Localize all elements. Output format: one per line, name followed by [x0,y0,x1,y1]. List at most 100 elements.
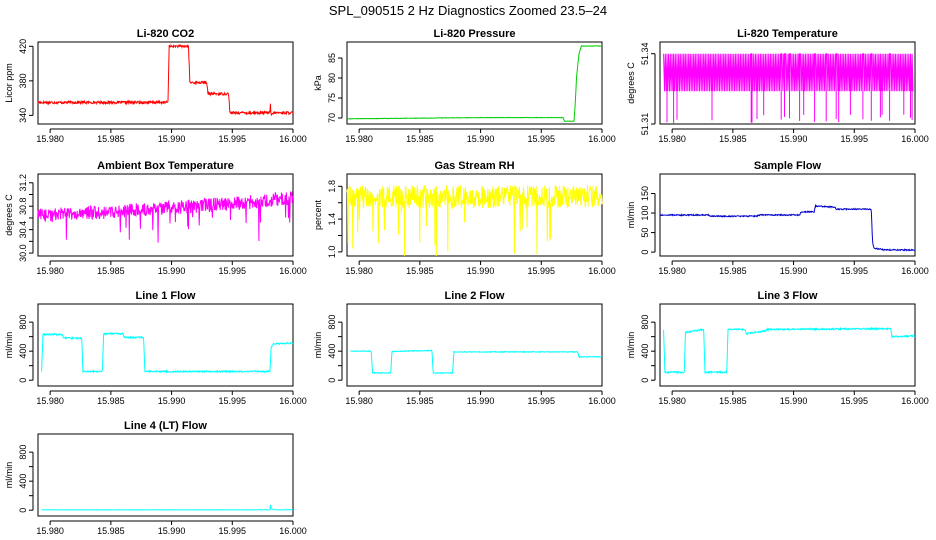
plot-frame [346,173,603,257]
y-tick-label: 30.8 [18,197,28,215]
y-axis-label: Licor ppm [4,63,14,103]
y-axis-label: ml/min [4,462,14,489]
series-line [41,331,294,374]
plot-frame [37,41,294,125]
x-tick-label: 15.980 [658,266,686,276]
panel-title: Ambient Box Temperature [97,160,234,172]
y-tick-label: 85 [327,53,337,63]
y-tick-label: 420 [18,39,28,54]
x-tick-label: 15.980 [36,266,64,276]
chart-panel: Gas Stream RH 15.980 15.985 15.990 15.995 16.… [313,160,616,276]
y-tick-label: 800 [18,445,28,460]
x-tick-label: 15.990 [158,134,186,144]
x-tick-label: 15.985 [97,266,125,276]
y-axis-label: ml/min [313,332,323,359]
y-tick-label: 1.0 [327,246,337,259]
y-tick-label: 0 [327,378,337,383]
panel-title: Line 2 Flow [445,290,505,302]
series-line [41,504,293,511]
y-tick-label: 400 [327,344,337,359]
x-tick-label: 16.000 [279,266,307,276]
panel-title: Line 3 Flow [758,290,818,302]
x-tick-label: 15.995 [528,134,556,144]
plot-frame [659,303,916,387]
y-tick-label: 0 [640,378,650,383]
plot-frame [37,433,294,517]
plot-frame [346,41,603,125]
y-tick-label: 31.2 [18,174,28,192]
y-tick-label: 75 [327,93,337,103]
x-tick-label: 15.995 [841,396,869,406]
y-axis-label: ml/min [4,332,14,359]
plot-frame [37,173,294,257]
y-axis-label: ml/min [626,332,636,359]
panel-title: Line 1 Flow [136,290,196,302]
x-tick-label: 15.985 [406,396,434,406]
x-tick-label: 15.980 [345,266,373,276]
x-tick-label: 16.000 [588,266,616,276]
x-tick-label: 15.980 [658,396,686,406]
y-tick-label: 51.34 [640,42,650,65]
x-tick-label: 15.990 [467,266,495,276]
series-line [659,203,916,252]
chart-panel: Line 4 (LT) Flow 15.980 15.985 15.990 15.995… [4,420,307,536]
y-axis-label: percent [313,199,323,230]
x-tick-label: 15.990 [780,266,808,276]
plot-frame [346,303,603,387]
x-tick-label: 16.000 [901,266,929,276]
x-tick-label: 16.000 [279,134,307,144]
y-tick-label: 400 [18,474,28,489]
x-tick-label: 16.000 [279,526,307,536]
series-line [37,190,294,243]
y-tick-label: 1.4 [327,213,337,226]
y-tick-label: 0 [18,378,28,383]
y-axis-label: kPa [313,75,323,91]
panel-title: Li-820 CO2 [137,28,194,40]
panel-title: Gas Stream RH [434,160,514,172]
series-line [663,326,916,375]
x-tick-label: 15.980 [36,396,64,406]
y-tick-label: 380 [18,73,28,88]
x-tick-label: 15.985 [97,526,125,536]
chart-panel: Li-820 Pressure 15.980 15.985 15.990 15.995 1… [313,28,616,144]
chart-panel: Sample Flow 15.980 15.985 15.990 15.995 16.00… [626,160,929,276]
y-tick-label: 100 [640,206,650,221]
y-tick-label: 30.0 [18,244,28,262]
y-tick-label: 150 [640,186,650,201]
chart-panel: Line 1 Flow 15.980 15.985 15.990 15.995 16.00… [4,290,307,406]
y-tick-label: 340 [18,108,28,123]
y-tick-label: 400 [18,344,28,359]
x-tick-label: 15.995 [219,526,247,536]
y-tick-label: 50 [640,228,650,238]
figure-title: SPL_090515 2 Hz Diagnostics Zoomed 23.5–… [329,3,607,18]
x-tick-label: 15.985 [406,134,434,144]
series-line [350,349,603,375]
y-tick-label: 800 [640,315,650,330]
y-tick-label: 30.4 [18,221,28,239]
x-tick-label: 15.995 [528,266,556,276]
x-tick-label: 15.985 [97,134,125,144]
x-tick-label: 15.985 [719,396,747,406]
plot-frame [659,173,916,257]
x-tick-label: 15.990 [780,396,808,406]
x-tick-label: 15.990 [158,396,186,406]
panel-title: Li-820 Pressure [434,28,516,40]
x-tick-label: 15.995 [219,266,247,276]
plot-frame [37,303,294,387]
y-tick-label: 70 [327,113,337,123]
chart-panel: Line 3 Flow 15.980 15.985 15.990 15.995 16.00… [626,290,929,406]
y-tick-label: 1.8 [327,180,337,193]
chart-panel: Line 2 Flow 15.980 15.985 15.990 15.995 16.00… [313,290,616,406]
x-tick-label: 16.000 [901,134,929,144]
x-tick-label: 15.980 [36,526,64,536]
panel-title: Li-820 Temperature [737,28,838,40]
y-tick-label: 800 [327,315,337,330]
x-tick-label: 15.985 [406,266,434,276]
x-tick-label: 15.980 [345,134,373,144]
x-tick-label: 15.995 [528,396,556,406]
y-tick-label: 400 [640,344,650,359]
chart-panel: Li-820 CO2 15.980 15.985 15.990 15.995 16.000… [4,28,307,144]
y-tick-label: 0 [18,508,28,513]
x-tick-label: 15.995 [219,396,247,406]
